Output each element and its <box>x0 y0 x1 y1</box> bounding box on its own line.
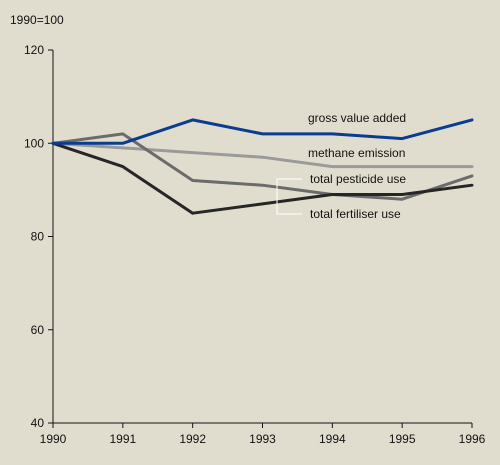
axes: 40 60 80 100 120 1990 1991 1992 1993 1994 1995 1996 <box>24 43 486 446</box>
x-tick-label: 1992 <box>179 432 206 446</box>
series-line-0 <box>51 118 474 145</box>
series-label-2: total pesticide use <box>310 172 406 186</box>
x-tick-label: 1993 <box>249 432 276 446</box>
series-line-1 <box>51 141 474 169</box>
label-bracket <box>276 178 302 215</box>
y-tick-label: 40 <box>31 416 45 430</box>
y-tick-label: 120 <box>24 43 44 57</box>
x-tick-label: 1994 <box>319 432 346 446</box>
series-line-2 <box>51 132 474 201</box>
y-tick-label: 60 <box>31 323 45 337</box>
x-tick-label: 1996 <box>459 432 486 446</box>
x-tick-label: 1990 <box>40 432 67 446</box>
series-lines <box>51 118 474 215</box>
x-tick-label: 1991 <box>109 432 136 446</box>
series-labels: gross value added methane emission total p… <box>276 111 406 221</box>
y-tick-label: 100 <box>24 136 44 150</box>
x-tick-label: 1995 <box>389 432 416 446</box>
series-line-3 <box>51 141 474 215</box>
series-label-3: total fertiliser use <box>310 207 401 221</box>
index-base-label: 1990=100 <box>10 13 64 27</box>
series-label-1: methane emission <box>308 146 405 160</box>
y-tick-label: 80 <box>31 230 45 244</box>
series-label-0: gross value added <box>308 111 406 125</box>
